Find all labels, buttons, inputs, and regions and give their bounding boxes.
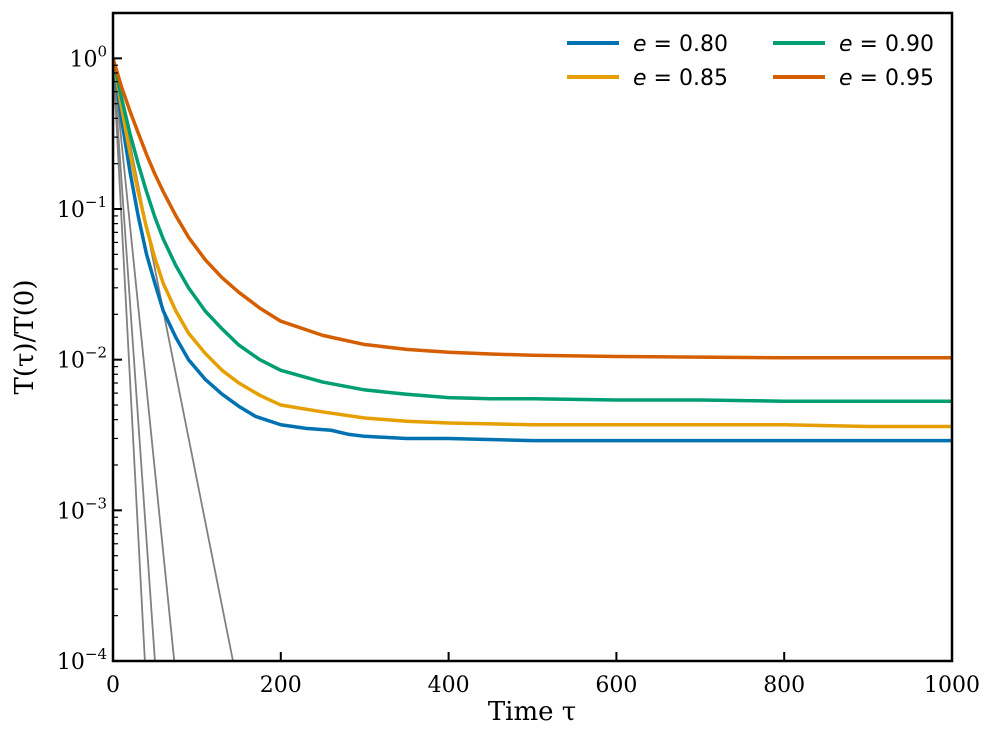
series-line-2 (113, 56, 952, 429)
y-tick-label: 10−1 (57, 193, 107, 223)
y-tick-label: 10−2 (57, 344, 107, 374)
legend-label: e = 0.95 (839, 66, 934, 91)
decay-ref-1-line (113, 58, 146, 661)
x-tick-label: 200 (260, 673, 302, 698)
x-tick-label: 1000 (924, 673, 980, 698)
legend-label: e = 0.85 (633, 66, 728, 91)
y-tick-label: 10−3 (57, 494, 107, 524)
legend-label: e = 0.90 (839, 32, 934, 57)
y-axis-ticks: 100 10−1 10−2 10−3 10−4 (57, 42, 122, 675)
series-lines (113, 56, 952, 443)
series-line-1 (113, 56, 952, 443)
decay-ref-2-line (113, 58, 156, 661)
x-tick-label: 600 (595, 673, 637, 698)
x-tick-label: 0 (106, 673, 120, 698)
legend: e = 0.80 e = 0.85 e = 0.90 e = 0.95 (567, 32, 934, 91)
y-axis-label: T(τ)/T(0) (10, 280, 40, 395)
y-tick-label: 100 (70, 42, 108, 72)
x-axis-ticks: 0 200 400 600 800 1000 (106, 652, 980, 698)
x-tick-label: 400 (428, 673, 470, 698)
plot-frame (111, 11, 954, 663)
decay-ref-3-line (113, 58, 176, 661)
legend-label: e = 0.80 (633, 32, 728, 57)
x-tick-label: 800 (763, 673, 805, 698)
x-axis-label: Time τ (488, 697, 576, 727)
series-line-4 (113, 56, 952, 360)
series-line-3 (113, 56, 952, 403)
y-tick-label: 10−4 (57, 645, 107, 675)
